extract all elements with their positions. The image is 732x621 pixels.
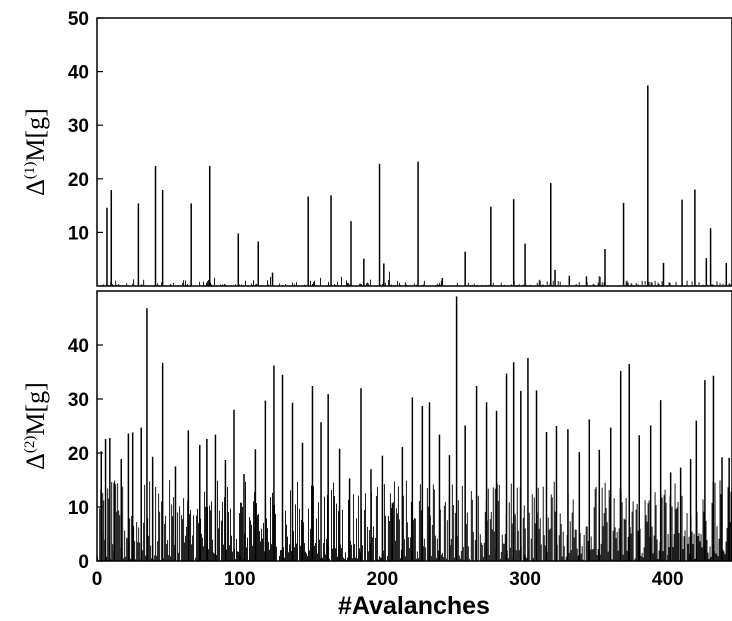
- top-y-label-prefix: Δ: [21, 179, 50, 196]
- top-y-ticks: 10 20 30 40 50: [68, 9, 103, 244]
- top-y-tick-label: 30: [68, 116, 89, 137]
- bottom-x-ticks: 0 100 200 300 400: [92, 555, 684, 590]
- top-y-tick-label: 10: [68, 223, 89, 244]
- bottom-y-label-suffix: M[g]: [21, 382, 50, 435]
- bottom-y-label-prefix: Δ: [21, 453, 50, 470]
- bottom-plot-frame: [96, 290, 732, 562]
- top-y-tick-label: 50: [68, 9, 89, 30]
- x-tick-label: 200: [367, 569, 399, 590]
- top-y-label-sup: (1): [22, 162, 38, 180]
- bottom-y-ticks: 0 10 20 30 40: [68, 336, 103, 573]
- x-tick-label: 0: [92, 569, 103, 590]
- x-axis-title: #Avalanches: [338, 592, 490, 620]
- top-y-tick-label: 20: [68, 170, 89, 191]
- bottom-spikes: [100, 296, 730, 561]
- bottom-y-axis-label: Δ(2)M[g]: [21, 382, 50, 470]
- bottom-y-tick-label: 40: [68, 336, 89, 357]
- bottom-y-tick-label: 30: [68, 390, 89, 411]
- x-tick-label: 400: [652, 569, 684, 590]
- x-tick-label: 300: [509, 569, 541, 590]
- top-y-axis-label: Δ(1)M[g]: [21, 108, 50, 196]
- top-panel: 10 20 30 40 50 Δ(1)M[g]: [21, 9, 732, 287]
- bottom-y-tick-label: 0: [78, 552, 89, 573]
- top-plot-frame: [96, 17, 732, 287]
- top-y-tick-label: 40: [68, 63, 89, 84]
- bottom-y-tick-label: 10: [68, 498, 89, 519]
- bottom-panel: 0 10 20 30 40 0 100 200 300 400 Δ(2)M[g] #Avalan…: [21, 290, 732, 620]
- bottom-baseline-noise: [97, 480, 732, 561]
- top-spikes: [106, 85, 728, 286]
- x-tick-label: 100: [224, 569, 256, 590]
- top-y-label-suffix: M[g]: [21, 108, 50, 161]
- bottom-y-tick-label: 20: [68, 444, 89, 465]
- bottom-y-label-sup: (2): [22, 436, 38, 454]
- top-baseline-noise: [97, 271, 732, 286]
